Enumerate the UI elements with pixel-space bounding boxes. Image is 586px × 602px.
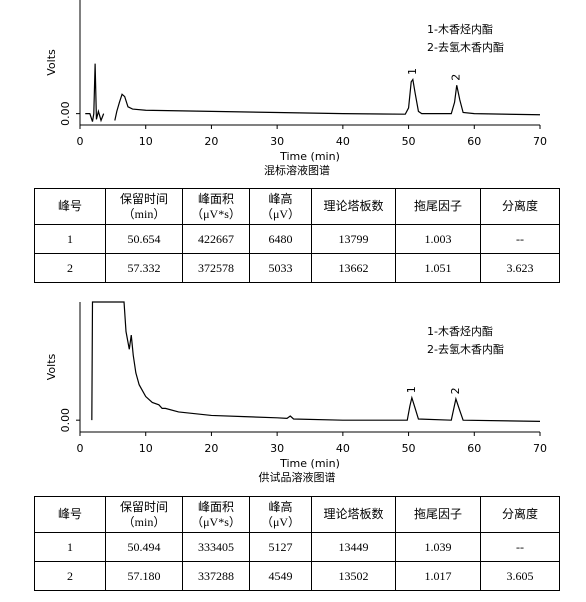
table-cell: 57.180: [105, 561, 183, 591]
result-table: 峰号 保留时间 （min） 峰面积 （μV*s） 峰高 （μV） 理论塔板数 拖尾因子 分离…: [34, 188, 560, 283]
table-cell: 13799: [311, 224, 396, 254]
x-tick-label: 40: [336, 442, 350, 455]
y-tick-label: 0.00: [59, 101, 72, 126]
table-cell: 峰面积 （μV*s）: [182, 496, 250, 533]
peak-label: 1: [406, 68, 419, 75]
table-row: 1 50.654 422667 6480 13799 1.003 --: [34, 224, 560, 254]
legend-text: 2-去氢木香内酯: [427, 40, 504, 54]
x-tick-label: 30: [270, 135, 284, 148]
table-cell: 峰面积 （μV*s）: [182, 188, 250, 225]
peak-label: 2: [449, 387, 462, 394]
table-cell: 6480: [249, 224, 312, 254]
y-tick-label: 0.00: [59, 408, 72, 433]
table-row: 1 50.494 333405 5127 13449 1.039 --: [34, 532, 560, 562]
table-cell: --: [480, 532, 560, 562]
table-cell: 保留时间 （min）: [105, 496, 183, 533]
x-tick-label: 70: [533, 442, 547, 455]
table-cell: 1.017: [395, 561, 481, 591]
table-cell: 4549: [249, 561, 312, 591]
table-cell: 1: [34, 224, 106, 254]
table-cell: 峰号: [34, 496, 106, 533]
table-cell: 3.605: [480, 561, 560, 591]
table-cell: --: [480, 224, 560, 254]
trace: [91, 301, 541, 422]
result-table: 峰号 保留时间 （min） 峰面积 （μV*s） 峰高 （μV） 理论塔板数 拖尾因子 分离…: [34, 496, 560, 591]
table-cell: 峰高 （μV）: [249, 188, 312, 225]
peak-label: 1: [405, 386, 418, 393]
table-cell: 分离度: [480, 188, 560, 225]
x-tick-label: 0: [77, 135, 84, 148]
table-cell: 分离度: [480, 496, 560, 533]
table-cell: 2: [34, 561, 106, 591]
table-cell: 保留时间 （min）: [105, 188, 183, 225]
table-cell: 13662: [311, 253, 396, 283]
table-cell: 峰号: [34, 188, 106, 225]
table-cell: 理论塔板数: [311, 496, 396, 533]
x-tick-label: 10: [139, 442, 153, 455]
x-tick-label: 10: [139, 135, 153, 148]
table-cell: 拖尾因子: [395, 188, 481, 225]
x-tick-label: 50: [402, 442, 416, 455]
table-cell: 13502: [311, 561, 396, 591]
table-cell: 333405: [182, 532, 250, 562]
x-tick-label: 20: [204, 135, 218, 148]
caption: 混标溶液图谱: [264, 163, 330, 177]
table-cell: 5033: [249, 253, 312, 283]
table-cell: 13449: [311, 532, 396, 562]
x-tick-label: 60: [467, 442, 481, 455]
x-tick-label: 60: [467, 135, 481, 148]
table-cell: 1.051: [395, 253, 481, 283]
x-tick-label: 40: [336, 135, 350, 148]
table-cell: 1.003: [395, 224, 481, 254]
table-cell: 峰高 （μV）: [249, 496, 312, 533]
table-cell: 50.494: [105, 532, 183, 562]
table-cell: 1: [34, 532, 106, 562]
table-cell: 拖尾因子: [395, 496, 481, 533]
table-row: 2 57.332 372578 5033 13662 1.051 3.623: [34, 253, 560, 283]
table-cell: 5127: [249, 532, 312, 562]
table-cell: 337288: [182, 561, 250, 591]
table-cell: 2: [34, 253, 106, 283]
caption: 供试品溶液图谱: [259, 470, 336, 484]
y-axis-label: Volts: [45, 353, 58, 380]
table-header: 峰号 保留时间 （min） 峰面积 （μV*s） 峰高 （μV） 理论塔板数 拖尾因子 分离…: [34, 496, 560, 533]
table-cell: 372578: [182, 253, 250, 283]
x-tick-label: 50: [402, 135, 416, 148]
table-cell: 理论塔板数: [311, 188, 396, 225]
x-tick-label: 0: [77, 442, 84, 455]
table-cell: 57.332: [105, 253, 183, 283]
trace: [85, 63, 541, 123]
legend-text: 1-木香烃内酯: [427, 324, 493, 338]
table-header: 峰号 保留时间 （min） 峰面积 （μV*s） 峰高 （μV） 理论塔板数 拖尾因子 分离…: [34, 188, 560, 225]
peak-label: 2: [450, 74, 463, 81]
table-row: 2 57.180 337288 4549 13502 1.017 3.605: [34, 561, 560, 591]
x-tick-label: 70: [533, 135, 547, 148]
table-cell: 50.654: [105, 224, 183, 254]
legend-text: 1-木香烃内酯: [427, 22, 493, 36]
x-tick-label: 20: [204, 442, 218, 455]
x-axis-label: Time (min): [279, 150, 340, 163]
table-cell: 1.039: [395, 532, 481, 562]
x-tick-label: 30: [270, 442, 284, 455]
y-axis-label: Volts: [45, 49, 58, 76]
legend-text: 2-去氢木香内酯: [427, 342, 504, 356]
table-cell: 3.623: [480, 253, 560, 283]
x-axis-label: Time (min): [279, 457, 340, 470]
table-cell: 422667: [182, 224, 250, 254]
